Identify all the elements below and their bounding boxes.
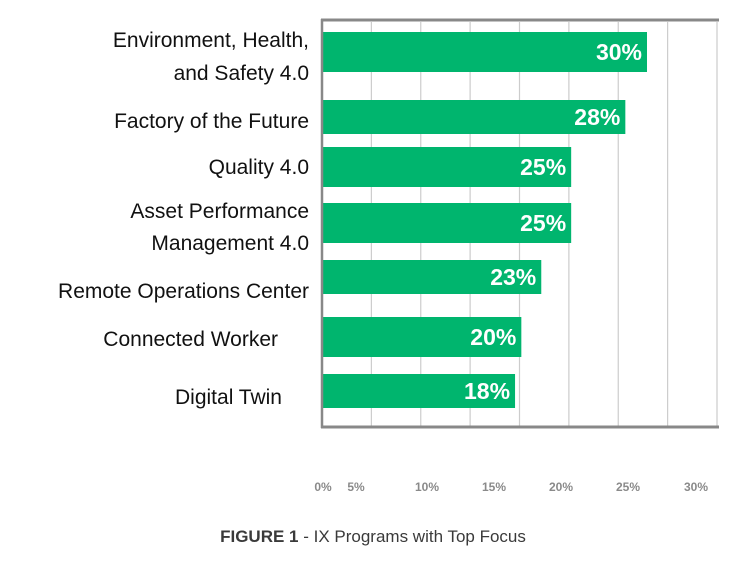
x-tick-labels: 0% 5% 10% 15% 20% 25% 30% (314, 480, 708, 494)
value-label: 28% (574, 104, 620, 130)
category-label: and Safety 4.0 (174, 62, 309, 85)
x-tick-label: 0% (314, 480, 332, 494)
category-label: Digital Twin (175, 386, 282, 409)
category-label: Environment, Health, (113, 29, 309, 52)
figure-caption: FIGURE 1 - IX Programs with Top Focus (0, 527, 746, 547)
caption-separator: - (298, 527, 314, 546)
x-tick-label: 20% (549, 480, 573, 494)
x-tick-label: 5% (347, 480, 365, 494)
x-tick-label: 15% (482, 480, 506, 494)
category-labels: Environment, Health, and Safety 4.0 Factor… (58, 29, 309, 409)
bar (322, 203, 572, 243)
caption-text: IX Programs with Top Focus (313, 527, 526, 546)
bar (322, 374, 516, 408)
category-label: Connected Worker (103, 328, 278, 351)
value-label: 18% (464, 378, 510, 404)
bar (322, 100, 626, 134)
axes (320, 18, 719, 429)
value-label: 23% (490, 264, 536, 290)
bar-chart: 30% 28% 25% 25% 23% 20% 18% Environment, Healt… (58, 18, 719, 494)
category-label: Asset Performance (130, 200, 309, 223)
value-label: 30% (596, 39, 642, 65)
bar (322, 317, 522, 357)
bar (322, 260, 542, 294)
category-label: Factory of the Future (114, 110, 309, 133)
bars: 30% 28% 25% 25% 23% 20% 18% (322, 32, 647, 408)
category-label: Remote Operations Center (58, 280, 309, 303)
value-label: 20% (470, 324, 516, 350)
category-label: Quality 4.0 (209, 156, 309, 179)
x-tick-label: 25% (616, 480, 640, 494)
bar (322, 147, 572, 187)
x-tick-label: 30% (684, 480, 708, 494)
bar (322, 32, 647, 72)
x-tick-label: 10% (415, 480, 439, 494)
category-label: Management 4.0 (151, 232, 309, 255)
value-label: 25% (520, 210, 566, 236)
figure-label: FIGURE 1 (220, 527, 299, 546)
value-label: 25% (520, 154, 566, 180)
